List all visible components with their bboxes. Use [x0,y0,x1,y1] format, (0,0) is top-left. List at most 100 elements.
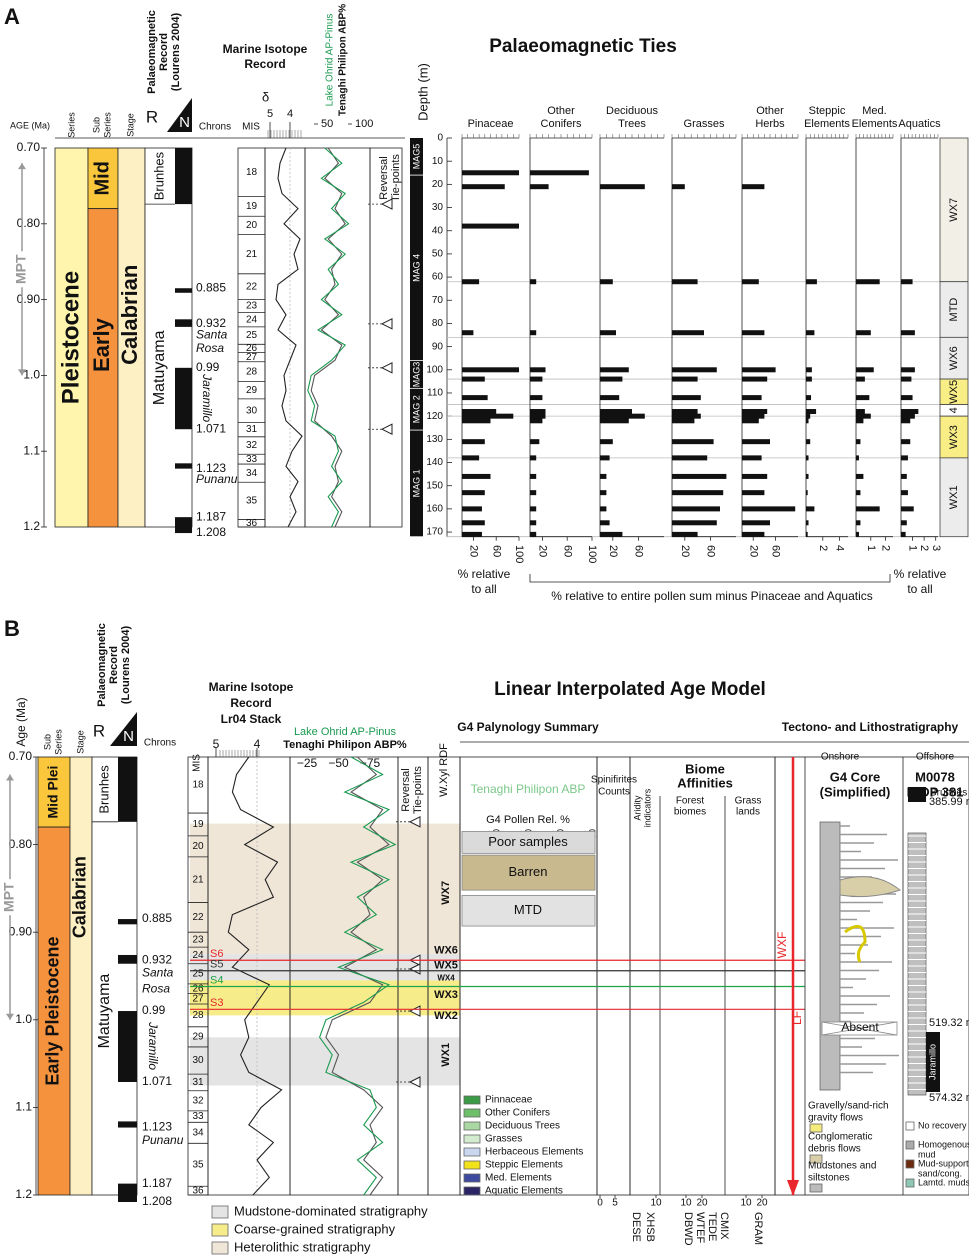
section-title: Affinities [677,775,733,790]
mis-stage: 36 [192,1185,204,1196]
pollen-header: Grasses [684,118,725,130]
pollen-bar [530,455,537,461]
pollen-tick-label: 60 [770,545,782,557]
chron-age: 0.99 [196,360,220,374]
jaramillo-bar [926,1032,940,1092]
pollen-bar [600,367,629,373]
depth-tick-label: 170 [426,527,443,538]
unit-label: MTD [948,298,960,322]
palyn-box-label: Poor samples [488,834,568,849]
unit [939,378,969,405]
mis-stage: 29 [246,385,258,396]
unit-label: WX6 [948,346,960,370]
polarity-r: R [146,107,158,126]
pollen-header: Elements [852,118,898,130]
pollen-bar [462,409,497,415]
unit-label: WX4 [437,974,455,983]
subchron: Jaramillo [200,373,214,422]
chron-age: 1.123 [142,1120,172,1134]
stage-name: Calabrian [117,265,142,365]
pollen-bar [672,279,698,285]
column-header: Marine Isotope [209,680,294,694]
palyn-box [461,895,596,927]
mis-stage: 29 [192,1032,204,1043]
pollen-bar [856,490,861,496]
legend-swatch [211,1205,229,1219]
subchron: Rosa [142,981,170,995]
mis-stage: 35 [192,1159,204,1170]
pollen-tick-label: 60 [704,545,716,557]
unit-label: WX3 [434,989,458,1001]
legend-swatch [211,1241,229,1255]
legend-swatch [463,1173,481,1183]
pollen-bar [742,279,759,285]
biome-group: Grass [735,796,762,807]
depth-tick-label: 120 [426,411,443,422]
legend-label: Heterolithic stratigraphy [234,1239,371,1254]
age-tick-label: 0.90 [9,924,33,938]
unit-label: WX1 [440,1043,452,1067]
polarity-n: N [179,114,190,131]
column-header: Palaeomagnetic [96,623,108,707]
mis-stage: 33 [192,1111,204,1122]
column-header: Spinifirites [591,775,637,786]
pollen-bar [672,473,727,479]
legend-swatch [905,1159,915,1169]
mis-stage: 23 [192,934,204,945]
pollen-bar [806,490,808,496]
pollen-bar [530,520,537,526]
brunhes-bar [908,787,926,802]
pollen-bar [742,531,765,537]
pollen-header: Med. [862,105,886,117]
tie-point [408,1076,421,1088]
pollen-bar [742,413,765,419]
legend-label: Coarse-grained stratigraphy [234,1221,396,1236]
note: to all [471,582,496,596]
horizon-label: S5 [210,959,223,971]
mis-stage: 22 [246,281,258,292]
pollen-bar [530,439,540,445]
age-tick-label: 1.2 [23,519,40,533]
pollen-tick-label: 1 [907,545,919,551]
pollen-bar [600,279,613,285]
palyn-box [461,831,596,854]
pollen-bar [856,367,874,373]
pollen-header: Steppic [809,105,846,117]
normal-polarity [118,757,137,822]
column-header: MIS [192,754,203,772]
normal-polarity [175,463,192,469]
series-column [54,147,89,528]
mpt-label: MPT [1,882,17,912]
biome-group: Aridity [632,795,642,821]
legend-label: Herbaceous Elements [485,1147,583,1158]
unit [939,457,969,538]
pollen-tick-label: 2 [817,545,829,551]
pollen-bar [806,506,815,512]
pollen-bar [600,455,610,461]
biome-group: Forest [676,796,705,807]
isotope-curve [275,147,303,528]
legend-label: Mudstones and [808,1161,876,1172]
mis-stage: 22 [192,912,204,923]
normal-polarity [175,319,192,327]
palyn-axis-label: G4 Pollen Rel. % [486,814,570,826]
pollen-bar [530,170,589,176]
offshore-depth: 519.32 m [929,1017,969,1029]
mis-stage: 31 [246,424,258,435]
note: % relative to entire pollen sum minus Pi… [551,589,873,603]
pollen-tick-label: 4 [834,545,846,551]
sub-series-name: Early [89,317,114,372]
isotope-column [264,147,306,528]
depth-tick-label: 80 [432,318,444,329]
column-header: W.Xyl RDF [438,743,450,797]
pollen-header: Aquatics [898,118,941,130]
curve-tick-label: −50 [328,756,349,770]
note: % relative [458,567,511,581]
pollen-bar [530,184,549,190]
pollen-bar [806,413,811,419]
column-header: Record [244,57,285,71]
pollen-bar [600,520,610,526]
core-flow [844,924,867,963]
tie-column [369,147,403,528]
legend-swatch [463,1160,481,1170]
